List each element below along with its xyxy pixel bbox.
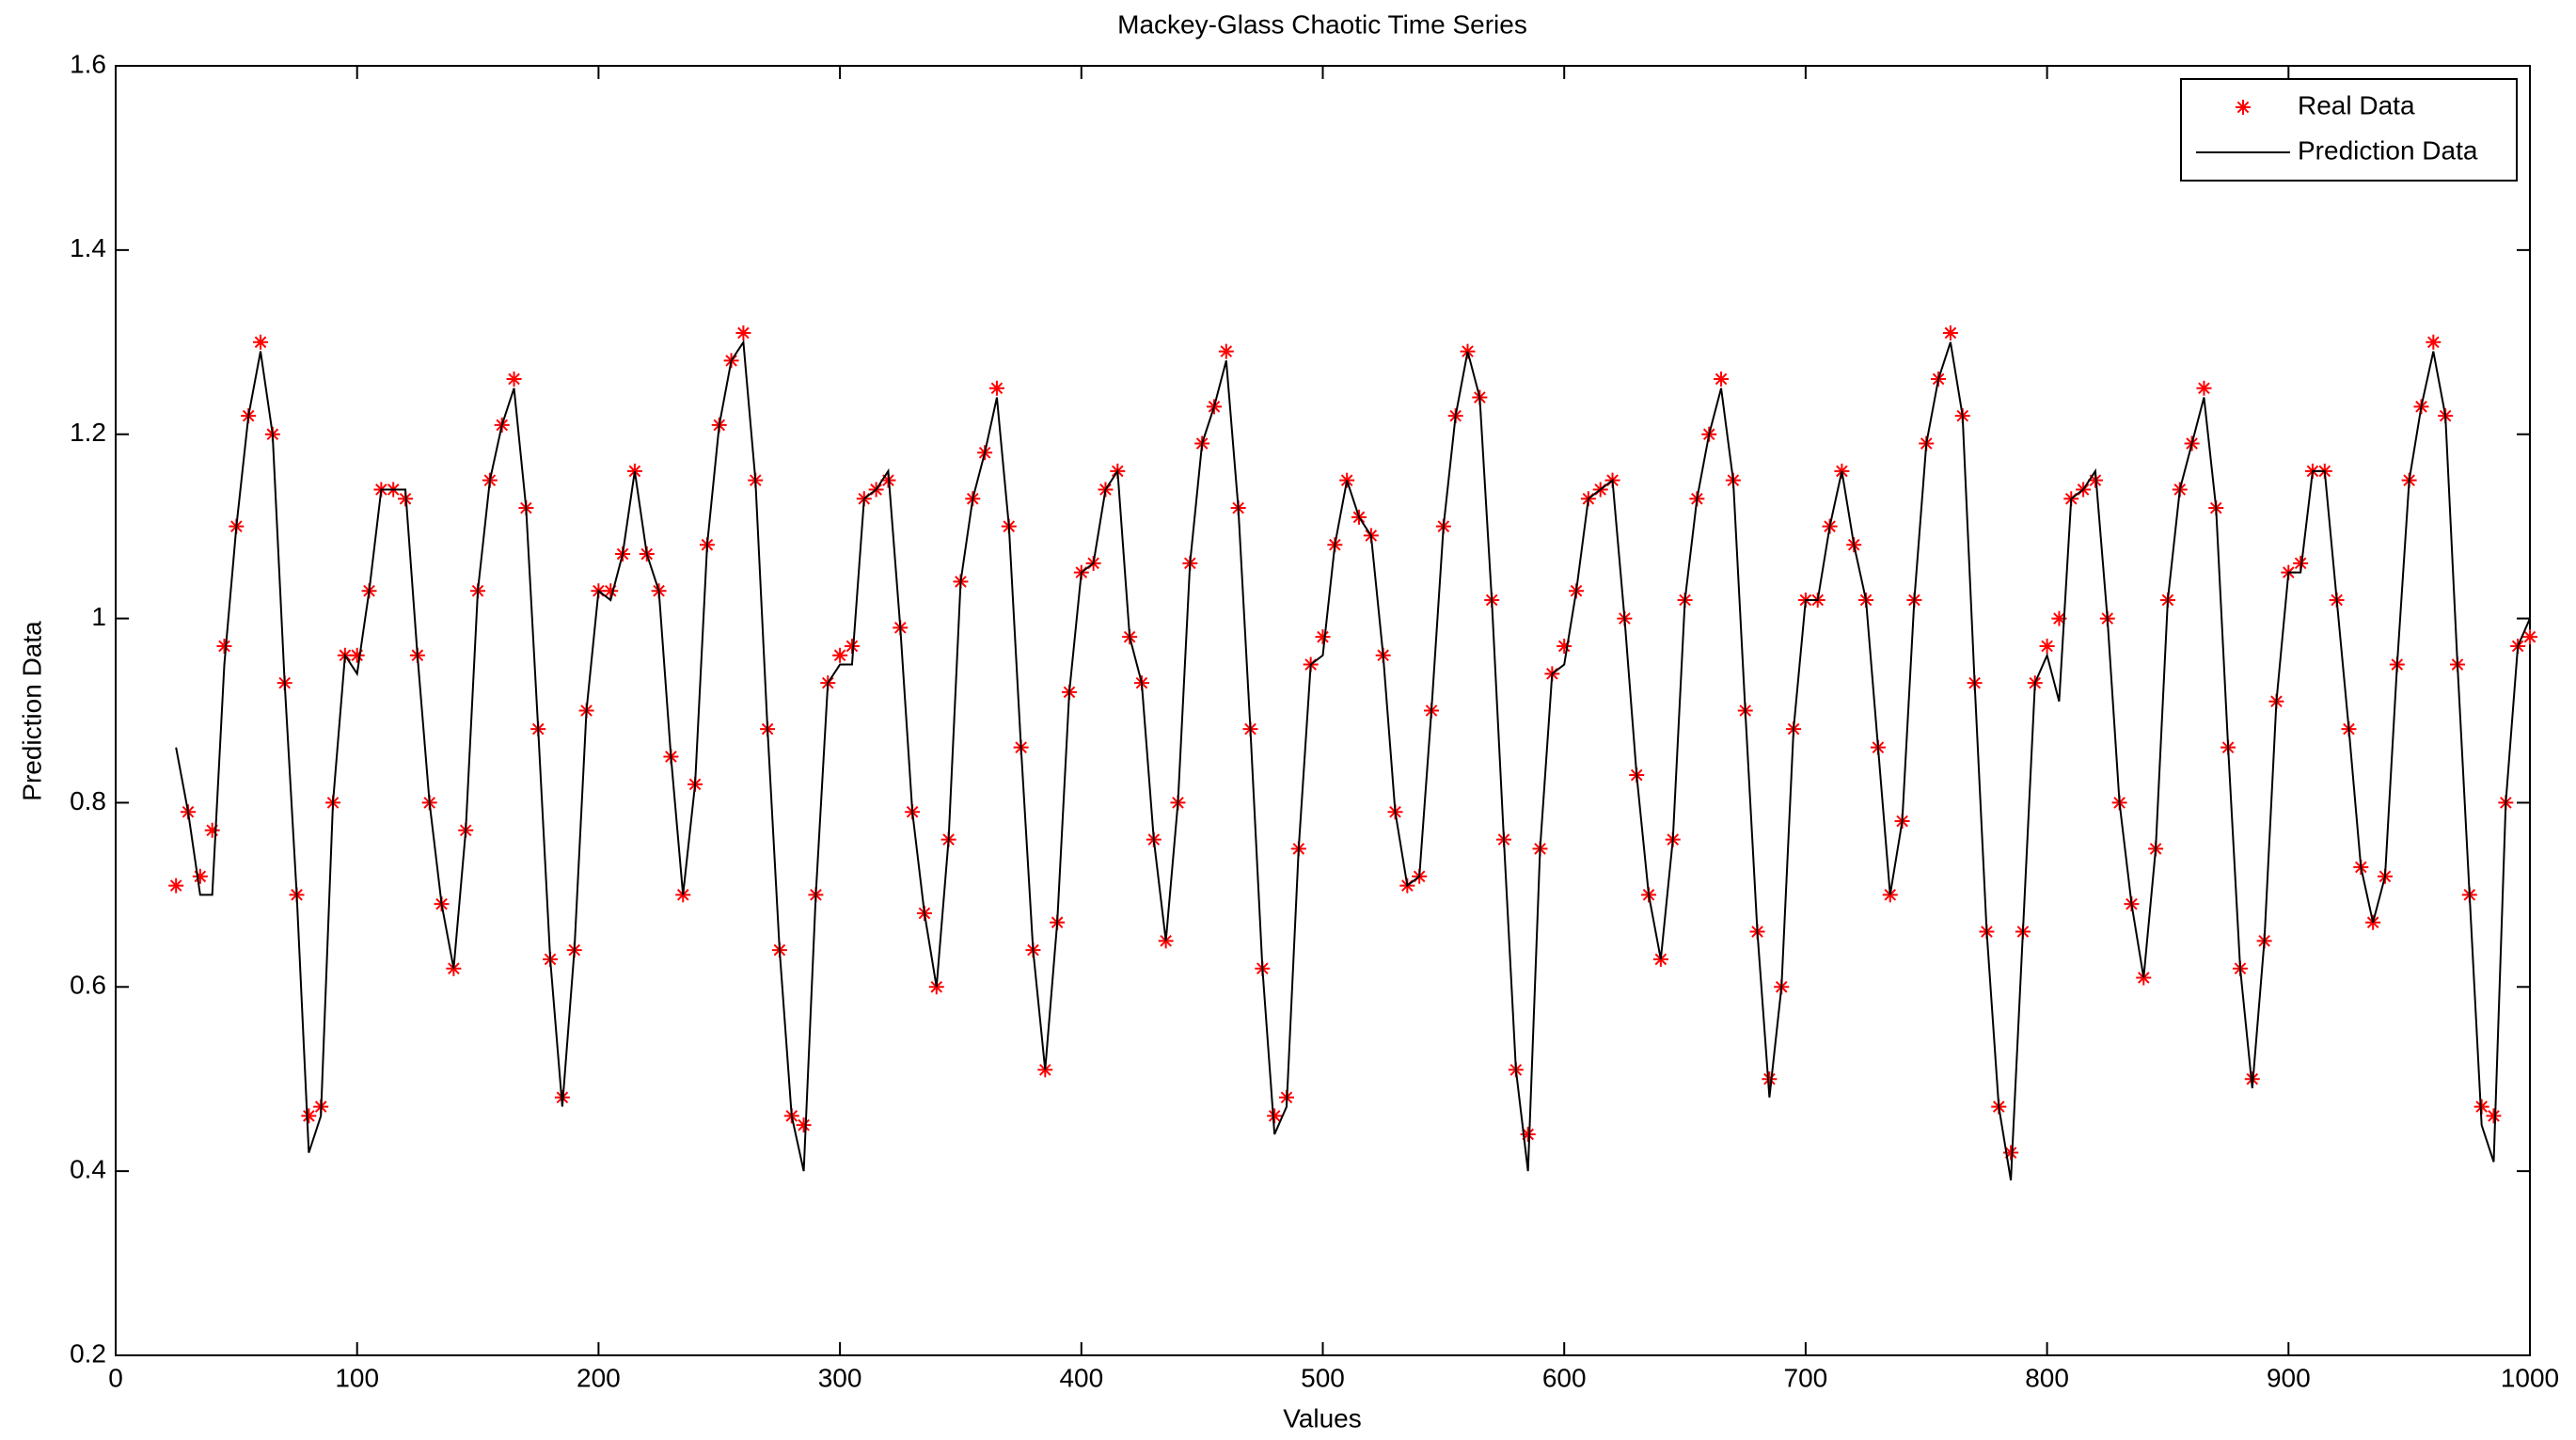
star-marker	[216, 638, 232, 654]
x-tick-label: 600	[1542, 1363, 1587, 1392]
star-marker	[1714, 371, 1730, 387]
star-marker	[349, 647, 365, 663]
y-tick-label: 0.4	[70, 1155, 106, 1184]
star-marker	[2003, 1145, 2019, 1161]
star-marker	[988, 380, 1004, 396]
star-marker	[192, 868, 208, 884]
star-marker	[2473, 1099, 2489, 1115]
star-marker	[844, 638, 860, 654]
x-tick-label: 900	[2267, 1363, 2311, 1392]
star-marker	[2039, 638, 2055, 654]
star-marker	[796, 1117, 812, 1133]
x-tick-label: 700	[1784, 1363, 1828, 1392]
star-marker	[253, 334, 269, 350]
x-axis-label: Values	[1283, 1403, 1362, 1432]
star-marker	[1267, 1108, 1283, 1124]
x-tick-label: 800	[2025, 1363, 2069, 1392]
x-tick-label: 500	[1301, 1363, 1345, 1392]
legend-label: Prediction Data	[2298, 135, 2478, 165]
star-marker	[2293, 555, 2309, 571]
star-marker	[1942, 324, 1958, 340]
star-marker	[2196, 380, 2212, 396]
star-marker	[204, 822, 220, 838]
x-tick-label: 100	[335, 1363, 379, 1392]
star-marker	[2426, 334, 2442, 350]
prediction-line	[175, 339, 2531, 1181]
star-marker	[1762, 1071, 1778, 1087]
y-tick-label: 0.8	[70, 786, 106, 815]
y-tick-label: 1.2	[70, 418, 106, 447]
star-marker	[1520, 1126, 1536, 1142]
x-tick-label: 1000	[2501, 1363, 2559, 1392]
star-marker	[506, 371, 522, 387]
legend-star	[2236, 100, 2251, 115]
x-tick-label: 400	[1059, 1363, 1103, 1392]
legend-label: Real Data	[2298, 90, 2415, 119]
star-marker	[1315, 629, 1331, 645]
star-marker	[735, 324, 751, 340]
star-marker	[603, 583, 619, 599]
star-marker	[1218, 343, 1234, 359]
x-tick-label: 0	[108, 1363, 123, 1392]
y-tick-label: 1.4	[70, 233, 106, 262]
y-tick-label: 1.6	[70, 49, 106, 78]
star-marker	[1557, 638, 1572, 654]
star-marker	[2522, 629, 2537, 645]
x-tick-label: 300	[818, 1363, 862, 1392]
y-tick-label: 0.2	[70, 1338, 106, 1368]
x-tick-label: 200	[577, 1363, 621, 1392]
star-marker	[2051, 610, 2067, 626]
legend-box	[2180, 78, 2518, 182]
star-marker	[301, 1108, 317, 1124]
y-axis-label: Prediction Data	[17, 621, 46, 801]
y-tick-label: 1	[91, 602, 106, 631]
star-marker	[2486, 1108, 2502, 1124]
star-marker	[168, 878, 184, 894]
star-marker	[832, 647, 848, 663]
y-tick-label: 0.6	[70, 971, 106, 1000]
chart-title: Mackey-Glass Chaotic Time Series	[1117, 9, 1527, 39]
